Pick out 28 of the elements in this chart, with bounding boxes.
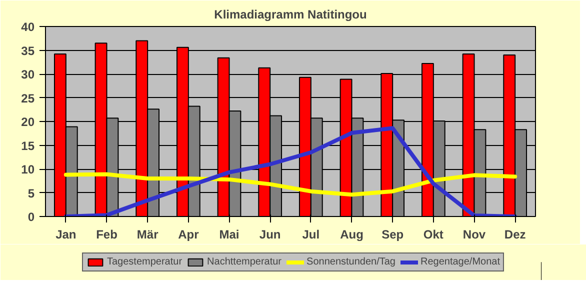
legend-label: Tagestemperatur [106, 256, 182, 268]
y-tick-label: 30 [21, 68, 35, 82]
y-tick-label: 40 [21, 20, 35, 34]
y-tick-label: 15 [21, 138, 35, 153]
x-tick-label: Jul [302, 228, 320, 242]
y-tick-label: 0 [28, 210, 35, 224]
x-tick-label: Okt [423, 228, 444, 242]
x-tick-label: Mär [136, 228, 159, 242]
x-tick-label: Apr [178, 228, 200, 242]
y-tick-label: 20 [21, 115, 35, 129]
x-tick-label: Nov [462, 228, 486, 242]
x-tick-label: Sep [382, 228, 404, 242]
y-tick-label: 10 [21, 162, 35, 176]
y-tick-label: 5 [28, 186, 35, 200]
x-tick-label: Dez [504, 228, 526, 242]
legend-label: Sonnenstunden/Tag [306, 256, 396, 268]
x-tick-label: Jun [259, 228, 281, 242]
y-tick-label: 25 [21, 91, 35, 106]
legend-label: Nachttemperatur [207, 256, 282, 268]
y-tick-label: 35 [21, 44, 35, 58]
x-tick-label: Feb [96, 228, 118, 242]
line-series [64, 126, 518, 216]
line-series [64, 172, 518, 197]
legend-label: Regentage/Monat [420, 256, 500, 268]
x-tick-label: Aug [340, 228, 364, 242]
x-tick-label: Jan [56, 228, 76, 242]
x-tick-label: Mai [219, 228, 240, 242]
chart-title: Klimadiagramm Natitingou [214, 8, 367, 22]
